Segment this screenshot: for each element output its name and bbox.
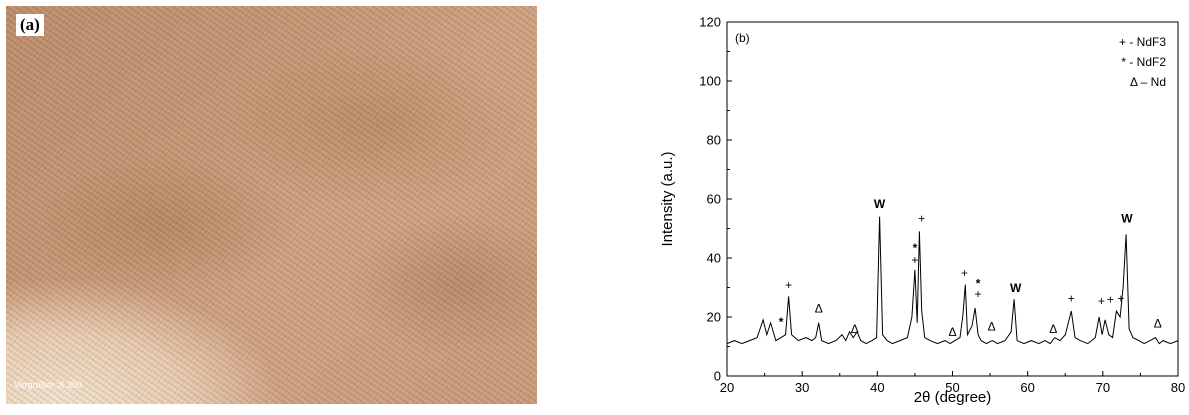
peak-marker: + (961, 266, 968, 280)
x-tick-label: 50 (945, 380, 959, 395)
y-tick-label: 40 (707, 251, 721, 266)
peak-marker: + (785, 278, 792, 292)
legend-entry-nd: Δ – Nd (1130, 75, 1166, 89)
xrd-chart: 20 30 40 50 60 70 80 0 20 40 60 80 100 120 + * Δ W * + + Δ + *… (600, 0, 1189, 410)
micrograph-texture (6, 6, 537, 404)
peak-marker: Δ (815, 302, 823, 316)
panel-label-b: (b) (735, 31, 750, 45)
x-axis-label: 2θ (degree) (914, 389, 992, 406)
y-tick-label: 100 (699, 74, 721, 89)
peak-marker: * (976, 277, 981, 291)
series-line (726, 216, 1179, 345)
legend: + - NdF3 * - NdF2 Δ – Nd (1119, 35, 1166, 89)
y-tick-label: 60 (707, 192, 721, 207)
peak-marker: * (779, 315, 784, 329)
peak-marker: + (975, 287, 982, 301)
magnification-label: Vergrößer.:X 300 (14, 380, 83, 390)
peak-marker: W (1121, 212, 1133, 226)
micrograph-image: (a) Vergrößer.:X 300 (6, 6, 537, 404)
x-tick-label: 80 (1171, 380, 1185, 395)
peak-marker: W (1010, 281, 1022, 295)
peak-marker: + (1117, 291, 1124, 305)
peak-marker: + (1098, 294, 1105, 308)
x-tick-label: 60 (1020, 380, 1034, 395)
peak-annotations: +*ΔW*++Δ+*+Δ ΔWΔ+ + + +WΔ (779, 197, 1162, 339)
x-tick-label: 40 (870, 380, 884, 395)
peak-marker: + (1107, 293, 1114, 307)
panel-label-a: (a) (16, 14, 44, 36)
x-tick-label: 20 (720, 380, 734, 395)
peak-marker: * (913, 241, 918, 255)
peak-marker: Δ (851, 322, 859, 336)
y-tick-label: 80 (707, 133, 721, 148)
y-axis-label: Intensity (a.u.) (659, 151, 676, 246)
peak-marker: W (874, 197, 886, 211)
peak-marker: Δ (948, 325, 956, 339)
y-tick-label: 20 (707, 310, 721, 325)
x-tick-label: 30 (795, 380, 809, 395)
peak-marker: + (918, 212, 925, 226)
peak-marker: + (911, 253, 918, 267)
y-tick-label: 0 (714, 369, 721, 384)
y-tick-label: 120 (699, 15, 721, 30)
legend-entry-ndf3: + - NdF3 (1119, 35, 1166, 49)
peak-marker: Δ (1154, 316, 1162, 330)
plot-frame (726, 21, 1179, 377)
peak-marker: + (1068, 291, 1075, 305)
peak-marker: Δ (1049, 322, 1057, 336)
x-tick-label: 70 (1096, 380, 1110, 395)
legend-entry-ndf2: * - NdF2 (1121, 55, 1166, 69)
peak-marker: Δ (988, 319, 996, 333)
